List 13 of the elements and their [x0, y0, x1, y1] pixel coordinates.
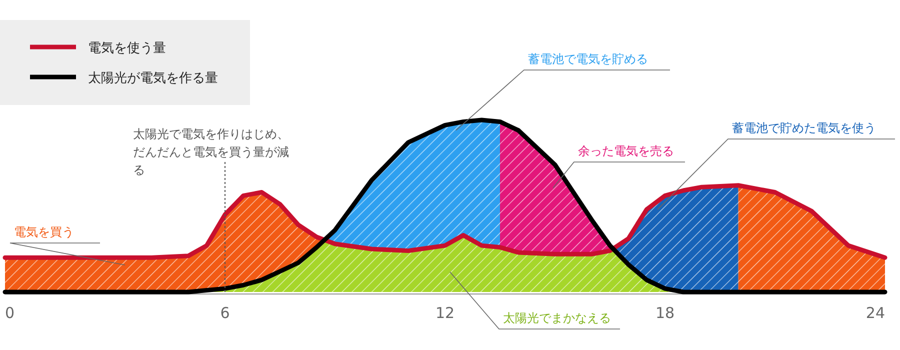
x-tick-label: 6: [220, 304, 230, 322]
x-tick-label: 24: [866, 304, 885, 322]
x-tick-label: 0: [5, 304, 15, 322]
legend-label: 太陽光が電気を作る量: [88, 71, 218, 86]
legend-label: 電気を使う量: [88, 41, 166, 56]
text: 太陽光でまかなえる: [503, 311, 611, 325]
ref-line-label: 太陽光で電気を作りはじめ、だんだんと電気を買う量が減る: [133, 127, 289, 177]
annotation: 電気を買う: [14, 225, 74, 239]
annotation: 蓄電池で貯めた電気を使う: [732, 121, 876, 135]
annotation: 蓄電池で電気を貯める: [528, 52, 648, 66]
x-tick-label: 18: [655, 304, 675, 322]
x-tick-label: 12: [435, 304, 455, 322]
annotation: 余った電気を売る: [578, 144, 674, 158]
